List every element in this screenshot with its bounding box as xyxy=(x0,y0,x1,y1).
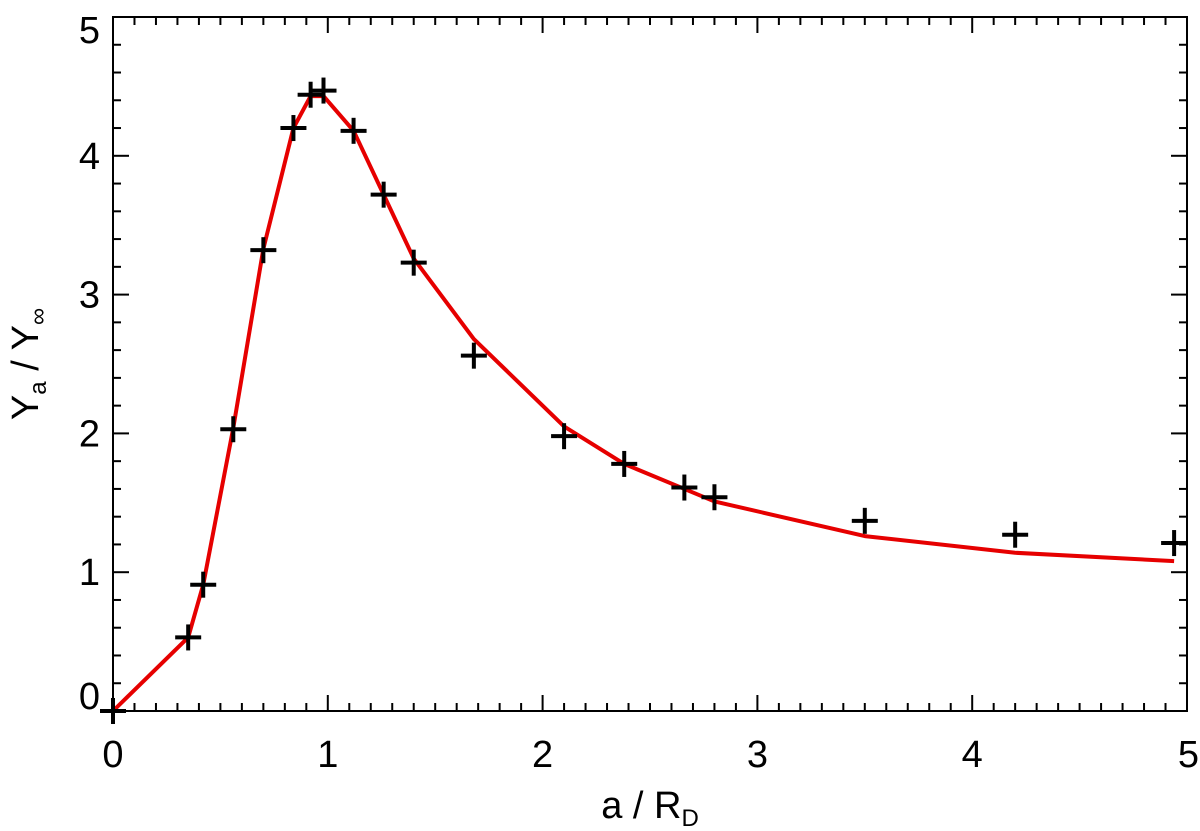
data-point-marker xyxy=(310,77,337,104)
fit-line xyxy=(111,94,1175,713)
x-tick-label: 1 xyxy=(317,734,338,776)
data-point-marker xyxy=(400,249,427,276)
data-point-marker xyxy=(175,624,202,651)
y-axis-title: Ya / Y∞ xyxy=(5,308,52,420)
data-point-marker xyxy=(250,237,277,264)
y-tick-label: 4 xyxy=(79,136,100,178)
data-point-marker xyxy=(297,81,324,108)
data-point-marker xyxy=(220,416,247,443)
data-point-marker xyxy=(340,117,367,144)
y-tick-label: 3 xyxy=(79,275,100,317)
x-tick-label: 0 xyxy=(102,734,123,776)
x-tick-label: 4 xyxy=(962,734,983,776)
data-point-marker xyxy=(671,474,698,501)
y-tick-label: 1 xyxy=(79,552,100,594)
axis-ticks xyxy=(112,16,1188,712)
data-point-marker xyxy=(1002,521,1029,548)
data-point-marker xyxy=(611,450,638,477)
data-point-marker xyxy=(190,571,217,598)
data-point-marker xyxy=(100,698,126,724)
data-point-marker xyxy=(1161,530,1188,557)
data-point-marker xyxy=(280,115,307,142)
tick-labels: 0 1 2 3 4 5 0 1 2 3 4 5 xyxy=(79,10,1199,776)
data-point-marker xyxy=(460,342,487,369)
data-point-marker xyxy=(851,507,878,534)
y-tick-label: 5 xyxy=(79,10,100,52)
x-tick-label: 2 xyxy=(532,734,553,776)
data-point-marker xyxy=(551,423,578,450)
y-tick-label: 2 xyxy=(79,413,100,455)
y-tick-label: 0 xyxy=(79,676,100,718)
plot-frame xyxy=(112,16,1188,712)
data-point-marker xyxy=(370,181,397,208)
x-tick-label: 3 xyxy=(747,734,768,776)
x-tick-label: 5 xyxy=(1178,734,1199,776)
x-axis-title: a / RD xyxy=(601,785,699,831)
data-point-marker xyxy=(701,484,728,511)
series-layer xyxy=(100,77,1188,724)
